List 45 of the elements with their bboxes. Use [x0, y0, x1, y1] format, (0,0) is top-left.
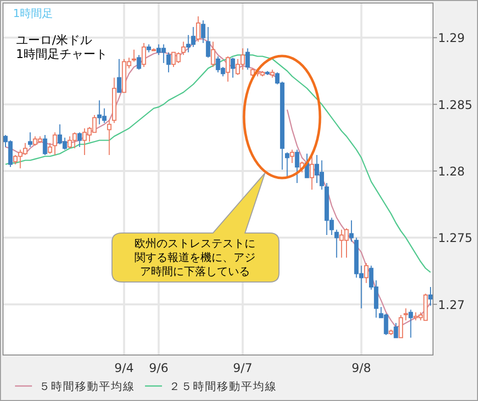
- legend-label: ２５時間移動平均線: [169, 380, 277, 393]
- candlestick: [181, 41, 186, 56]
- candlestick: [166, 52, 171, 73]
- candlestick: [132, 49, 136, 62]
- candlestick: [334, 229, 339, 258]
- candlestick: [290, 149, 294, 164]
- x-tick-label: 9/8: [352, 361, 371, 375]
- text: ユーロ/米ドル 1時間足チャート: [16, 33, 108, 61]
- candlestick: [200, 20, 206, 44]
- candlestick: [48, 142, 52, 154]
- y-tick-label: 1.275: [438, 231, 472, 246]
- candlestick: [116, 58, 122, 93]
- candlestick: [210, 41, 216, 68]
- candlestick: [310, 156, 314, 190]
- candlestick: [398, 314, 404, 338]
- candlestick: [294, 149, 300, 184]
- y-tick-label: 1.28: [438, 164, 465, 178]
- candlestick: [245, 48, 250, 70]
- y-tick-label: 1.27: [438, 298, 465, 312]
- candlestick: [404, 308, 408, 321]
- candlestick: [136, 54, 142, 70]
- annotation: 欧州のストレステストに関する報道を機に、アジア時間に下落している: [134, 237, 256, 278]
- x-tick-label: 9/4: [114, 361, 134, 375]
- candlestick: [230, 57, 236, 78]
- candlestick: [394, 322, 398, 338]
- candlestick: [349, 220, 354, 242]
- candlestick: [196, 16, 200, 42]
- candlestick: [428, 286, 433, 306]
- x-tick-label: 9/7: [233, 361, 252, 375]
- candlestick: [107, 120, 112, 156]
- candlestick: [52, 132, 58, 156]
- candlestick: [284, 152, 290, 178]
- candlestick: [206, 26, 210, 58]
- candlestick: [226, 56, 230, 82]
- candlestick: [408, 309, 413, 338]
- candlestick: [42, 134, 48, 156]
- candlestick: [364, 262, 368, 284]
- chart-title: 1時間足: [13, 7, 53, 20]
- candlestick: [28, 132, 32, 148]
- y-tick-label: 1.29: [438, 31, 465, 46]
- x-tick-label: 9/6: [149, 361, 168, 375]
- legend-label: ５時間移動平均線: [39, 380, 135, 393]
- y-tick-label: 1.285: [438, 98, 472, 112]
- candlestick: [142, 42, 146, 68]
- candlestick: [77, 132, 82, 148]
